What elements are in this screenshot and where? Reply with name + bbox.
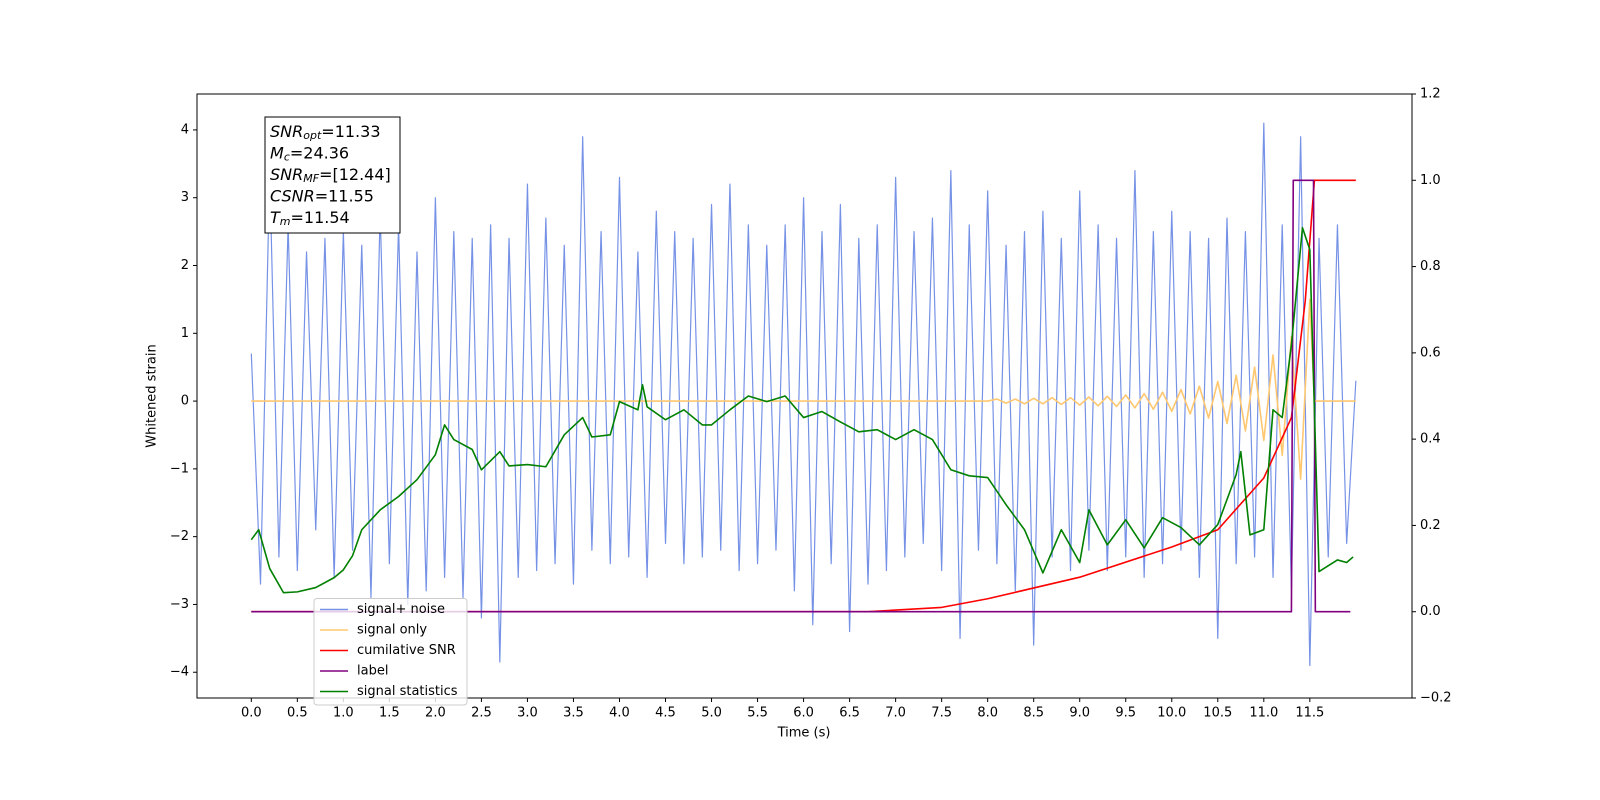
x-tick-label: 6.0: [793, 706, 814, 721]
x-tick-label: 7.5: [931, 706, 952, 721]
x-tick-label: 5.5: [747, 706, 768, 721]
legend: signal+ noise signal only cumilative SNR la…: [313, 598, 468, 706]
annotation-symbol: SNR: [270, 165, 303, 184]
x-tick-label: 1.5: [379, 706, 400, 721]
legend-label: signal statistics: [357, 684, 458, 699]
x-tick-label: 0.5: [287, 706, 308, 721]
legend-label: label: [357, 664, 388, 679]
x-tick-label: 3.5: [563, 706, 584, 721]
annotation: SNRopt=11.33Mc=24.36SNRMF=[12.44]CSNR=11…: [264, 116, 401, 234]
y2-tick-label: 0.2: [1420, 518, 1441, 533]
y2-tick-label: 0.4: [1420, 432, 1441, 447]
series-line: [251, 298, 1356, 480]
x-tick-label: 5.0: [701, 706, 722, 721]
x-tick-label: 11.5: [1295, 706, 1324, 721]
annotation-line: Mc=24.36: [270, 143, 349, 164]
x-tick-label: 8.5: [1023, 706, 1044, 721]
series-line: [251, 179, 1356, 613]
x-tick-label: 1.0: [333, 706, 354, 721]
legend-label: signal only: [357, 623, 427, 638]
annotation-line: SNRMF=[12.44]: [270, 165, 391, 186]
legend-label: cumilative SNR: [357, 643, 456, 658]
y-tick-label: 3: [181, 190, 189, 205]
axes-frame: [196, 93, 1413, 699]
y2-tick-label: 0.6: [1420, 345, 1441, 360]
series-line: [250, 122, 1357, 667]
y2-tick-label: 1.0: [1420, 173, 1441, 188]
legend-label: signal+ noise: [357, 602, 445, 617]
annotation-symbol: M: [270, 143, 284, 162]
x-tick-label: 3.0: [517, 706, 538, 721]
annotation-symbol: CSNR: [270, 186, 315, 205]
y2-tick-label: 1.2: [1420, 87, 1441, 102]
y-axis-label: Whitened strain: [145, 344, 160, 447]
y-tick-label: −2: [170, 529, 189, 544]
x-tick-label: 2.0: [425, 706, 446, 721]
x-tick-label: 2.5: [471, 706, 492, 721]
x-tick-label: 8.0: [977, 706, 998, 721]
series-line: [250, 226, 1354, 594]
y2-tick-label: 0.0: [1420, 604, 1441, 619]
annotation-subscript: m: [280, 215, 291, 228]
annotation-subscript: MF: [303, 172, 319, 185]
annotation-line: SNRopt=11.33: [270, 122, 381, 143]
annotation-value: =11.33: [321, 122, 380, 141]
x-tick-label: 4.5: [655, 706, 676, 721]
y2-tick-label: 0.8: [1420, 259, 1441, 274]
annotation-value: =24.36: [290, 143, 349, 162]
y-tick-label: 2: [181, 258, 189, 273]
annotation-subscript: c: [284, 151, 290, 164]
annotation-subscript: opt: [303, 129, 322, 142]
annotation-symbol: SNR: [270, 122, 303, 141]
annotation-value: =[12.44]: [319, 165, 391, 184]
x-axis-label: Time (s): [777, 726, 831, 741]
x-tick-label: 0.0: [241, 706, 262, 721]
x-tick-label: 4.0: [609, 706, 630, 721]
annotation-box: [264, 116, 401, 234]
ticks: 0.0 0.5 1.0 1.5 2.0 2.5 3.0 3.5 4.0 4.5 5.0 5.5 6.0 6…: [170, 87, 1452, 721]
annotation-symbol: T: [270, 208, 281, 227]
y-tick-label: 4: [181, 122, 189, 137]
y-tick-label: 0: [181, 394, 189, 409]
x-tick-label: 10.0: [1157, 706, 1186, 721]
x-tick-label: 9.5: [1115, 706, 1136, 721]
x-tick-label: 9.0: [1069, 706, 1090, 721]
x-tick-label: 7.0: [885, 706, 906, 721]
y-tick-label: −4: [170, 665, 189, 680]
annotation-line: Tm=11.54: [270, 208, 350, 229]
y-tick-label: −1: [170, 461, 189, 476]
plot-area: [250, 122, 1357, 667]
annotation-value: =11.55: [315, 186, 374, 205]
y-tick-label: −3: [170, 597, 189, 612]
x-tick-label: 10.5: [1203, 706, 1232, 721]
annotation-line: CSNR=11.55: [270, 186, 374, 205]
legend-box: [313, 598, 468, 706]
y2-tick-label: −0.2: [1420, 691, 1452, 706]
y-tick-label: 1: [181, 326, 189, 341]
x-tick-label: 11.0: [1249, 706, 1278, 721]
x-tick-label: 6.5: [839, 706, 860, 721]
annotation-value: =11.54: [291, 208, 350, 227]
series-line: [251, 179, 1351, 613]
